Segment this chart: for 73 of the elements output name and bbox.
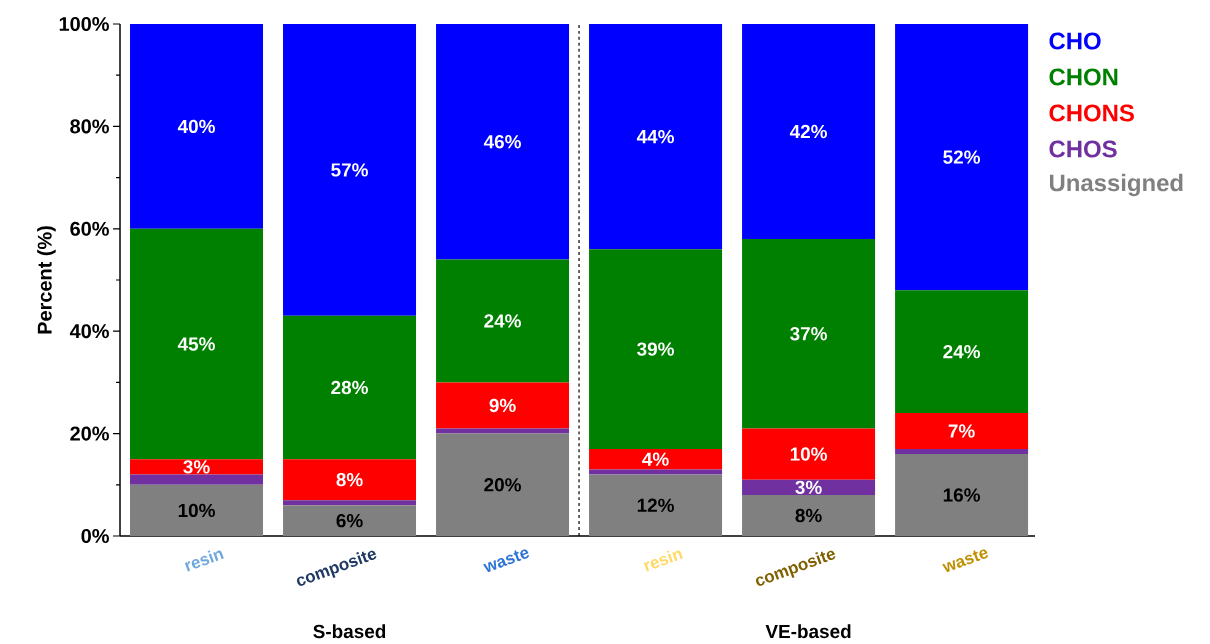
bar [283,315,417,460]
bar [589,448,723,470]
text: S-based [313,624,386,639]
data-label: 12% [637,498,674,512]
bar [742,23,876,240]
x-tick-label: resin [184,550,224,572]
data-label: 8% [336,472,363,487]
data-label: 44% [636,129,674,144]
bar [436,23,570,260]
bar [742,239,876,429]
bar [895,290,1029,414]
data-label: 45% [177,337,215,351]
text: CHON [1049,68,1118,86]
bar [589,23,723,250]
data-label: 37% [790,327,827,341]
bar [283,505,417,536]
series-label: CHO [1049,32,1101,50]
data-label: 24% [484,314,521,328]
x-tick-label: waste [483,549,529,573]
y-axis-title: Percent (%) [37,226,56,334]
text: Unassigned [1049,173,1183,197]
data-label: 10% [790,447,827,461]
text: CHOS [1049,140,1117,158]
data-label: 52% [943,150,981,164]
bar [436,382,570,429]
bar [130,459,264,475]
data-label: 42% [789,124,827,139]
data-label: 9% [489,398,516,413]
text: CHONS [1049,104,1134,122]
bar [283,23,417,316]
y-tick-label: 40% [69,324,109,339]
data-label: 3% [183,460,210,474]
y-tick-label: 0% [81,528,109,544]
data-label: 8% [795,508,822,523]
x-tick-label: resin [643,550,683,572]
bar [742,495,876,536]
bar [130,484,264,536]
bar [436,428,570,434]
data-label: 7% [948,424,975,438]
bar [589,249,723,449]
y-tick-label: 20% [70,426,109,441]
y-tick-label: 100% [59,16,109,32]
text: VE-based [765,624,851,639]
bar [742,479,876,496]
bar [436,259,570,383]
bar [895,413,1029,449]
data-label: 16% [943,488,981,502]
y-tick-label: 80% [70,119,109,134]
bar [589,474,723,536]
bar [436,433,570,536]
data-label: 57% [331,163,368,177]
bar [283,500,417,506]
data-label: 39% [637,342,674,356]
bar [895,454,1029,536]
y-tick-label: 60% [70,221,109,236]
bar [130,228,264,460]
bar [283,459,417,501]
bar [895,23,1029,291]
bar [130,23,264,229]
x-tick-label: waste [942,549,989,573]
data-label: 28% [331,380,368,395]
bar [742,428,876,480]
data-label: 3% [795,480,822,495]
data-label: 40% [177,119,215,134]
data-label: 46% [483,135,521,149]
data-label: 6% [336,513,363,528]
bar [895,448,1029,455]
data-label: 24% [943,344,981,359]
bar [589,469,723,475]
data-label: 10% [178,503,215,518]
data-label: 4% [642,452,669,466]
bar [130,474,264,485]
data-label: 20% [484,478,521,492]
